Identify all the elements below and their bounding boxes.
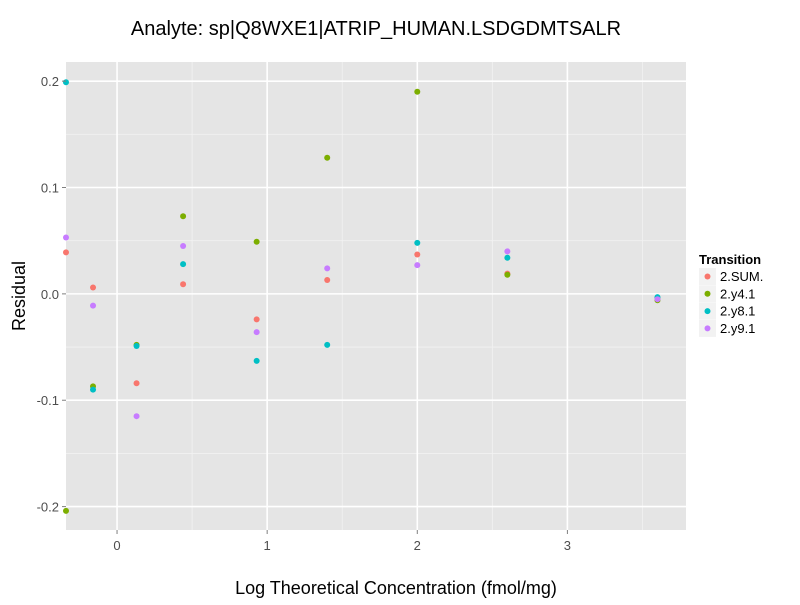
- data-point-2-sum: [63, 249, 69, 256]
- x-tick-label: 3: [564, 538, 571, 553]
- legend-label: 2.y9.1: [720, 321, 755, 336]
- legend-key-marker: [704, 290, 711, 297]
- data-point-2-y9-1: [414, 262, 421, 269]
- chart-title: Analyte: sp|Q8WXE1|ATRIP_HUMAN.LSDGDMTSA…: [131, 18, 621, 40]
- x-tick-label: 1: [264, 538, 271, 553]
- legend: Transition 2.SUM. 2.y4.1 2.y8.1 2.y9.1: [699, 252, 763, 337]
- data-point-2-y8-1: [504, 254, 511, 261]
- x-tick-label: 2: [414, 538, 421, 553]
- data-point-2-y9-1: [654, 296, 661, 303]
- legend-label: 2.y8.1: [720, 304, 755, 319]
- legend-key-marker: [704, 325, 711, 332]
- data-point-2-y8-1: [90, 386, 97, 393]
- data-point-2-y8-1: [180, 261, 187, 268]
- data-points: [63, 79, 661, 514]
- data-point-2-sum: [253, 316, 260, 323]
- legend-title: Transition: [699, 252, 761, 267]
- data-point-2-sum: [180, 281, 187, 288]
- legend-label: 2.y4.1: [720, 286, 755, 301]
- y-tick-label: -0.1: [37, 393, 59, 408]
- data-point-2-y8-1: [414, 239, 421, 246]
- data-point-2-y4-1: [63, 507, 69, 514]
- data-point-2-y9-1: [90, 302, 97, 309]
- data-point-2-y8-1: [324, 341, 331, 348]
- data-point-2-sum: [133, 380, 140, 387]
- data-point-2-y9-1: [324, 265, 331, 272]
- y-axis-label: Residual: [9, 261, 29, 331]
- y-tick-label: 0.2: [41, 74, 59, 89]
- data-point-2-y8-1: [63, 79, 69, 86]
- y-tick-label: 0.1: [41, 181, 59, 196]
- data-point-2-y9-1: [133, 413, 140, 420]
- data-point-2-y9-1: [63, 234, 69, 241]
- legend-label: 2.SUM.: [720, 269, 763, 284]
- legend-key-marker: [704, 273, 711, 280]
- data-point-2-y4-1: [180, 213, 187, 220]
- axes: 0 1 2 3 0.2 0.1 0.0 -0.1 -0.2: [37, 74, 571, 553]
- data-point-2-sum: [90, 284, 97, 291]
- x-axis-label: Log Theoretical Concentration (fmol/mg): [235, 578, 557, 598]
- legend-key-marker: [704, 308, 711, 315]
- data-point-2-y9-1: [180, 243, 187, 250]
- data-point-2-y4-1: [253, 238, 260, 245]
- data-point-2-y8-1: [133, 342, 140, 349]
- data-point-2-sum: [414, 251, 421, 258]
- x-tick-label: 0: [113, 538, 120, 553]
- y-tick-label: -0.2: [37, 500, 59, 515]
- data-point-2-y9-1: [253, 329, 260, 336]
- data-point-2-sum: [324, 277, 331, 284]
- y-tick-label: 0.0: [41, 287, 59, 302]
- data-point-2-y4-1: [504, 271, 511, 278]
- data-point-2-y4-1: [324, 154, 331, 161]
- plot-panel: [66, 62, 686, 530]
- grid-lines: [66, 62, 686, 530]
- data-point-2-y9-1: [504, 248, 511, 255]
- data-point-2-y8-1: [253, 357, 260, 364]
- data-point-2-y4-1: [414, 88, 421, 95]
